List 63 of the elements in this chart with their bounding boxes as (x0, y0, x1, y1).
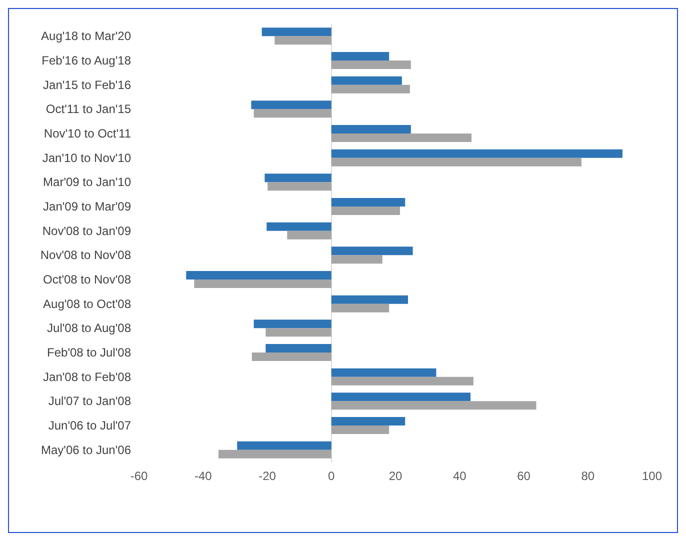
x-tick-label: -40 (194, 469, 212, 483)
y-tick-label: Jan'09 to Mar'09 (43, 200, 132, 214)
bar (331, 295, 408, 304)
x-tick-label: 100 (642, 469, 662, 483)
bar (251, 100, 332, 110)
bar (331, 84, 410, 94)
bar (331, 206, 400, 216)
y-tick-label: Jul'08 to Aug'08 (47, 321, 132, 336)
bar (262, 28, 332, 36)
bar (331, 426, 390, 434)
bar (274, 36, 332, 45)
y-tick-label: May'06 to Jun'06 (41, 442, 132, 457)
y-tick-label: Jan'08 to Feb'08 (43, 370, 132, 384)
bar (331, 392, 471, 402)
x-tick-label: 80 (581, 469, 595, 483)
y-tick-label: Oct'11 to Jan'15 (46, 102, 132, 116)
y-tick-label: Jun'06 to Jul'07 (48, 418, 132, 432)
bar (331, 149, 623, 158)
bar (331, 304, 390, 312)
bar (331, 401, 536, 410)
bar (252, 352, 332, 362)
x-tick-label: 0 (328, 469, 336, 483)
bar (264, 174, 332, 182)
bar (186, 270, 332, 280)
bar (266, 344, 332, 352)
bar (254, 320, 332, 328)
bar (331, 134, 472, 142)
y-tick-label: Mar'09 to Jan'10 (43, 175, 132, 190)
bar (331, 255, 382, 264)
y-tick-label: Nov'10 to Oct'11 (44, 126, 132, 140)
bar (268, 182, 332, 191)
bar (331, 416, 406, 426)
y-tick-label: Jan'15 to Feb'16 (43, 78, 132, 92)
y-tick-label: Oct'08 to Nov'08 (43, 272, 132, 286)
y-tick-label: Feb'08 to Jul'08 (47, 346, 132, 360)
bar (331, 246, 413, 256)
y-tick-label: Aug'18 to Mar'20 (41, 29, 132, 44)
bar (254, 109, 332, 118)
bar (194, 280, 332, 288)
bar (331, 124, 411, 134)
bar (331, 60, 411, 70)
y-tick-label: Jan'10 to Nov'10 (42, 150, 132, 165)
x-tick-label: -60 (130, 469, 148, 483)
bar (331, 158, 582, 166)
y-tick-label: Feb'16 to Aug'18 (42, 54, 132, 68)
y-tick-label: Jul'07 to Jan'08 (48, 394, 132, 408)
bar (218, 450, 332, 458)
y-tick-label: Nov'08 to Nov'08 (40, 248, 132, 262)
x-tick-label: 20 (388, 469, 402, 483)
x-tick-label: 60 (517, 469, 531, 483)
y-tick-label: Aug'08 to Oct'08 (43, 296, 132, 311)
y-tick-label: Nov'08 to Jan'09 (42, 224, 132, 238)
bar (331, 368, 436, 377)
bar (331, 52, 390, 60)
bar (331, 76, 402, 85)
x-tick-label: 40 (452, 469, 467, 483)
bar (237, 441, 332, 450)
x-tick-label: -20 (258, 469, 276, 483)
bar (266, 328, 332, 337)
bar (331, 198, 406, 206)
bar (266, 222, 332, 231)
bar (331, 376, 474, 386)
bar (287, 230, 332, 240)
